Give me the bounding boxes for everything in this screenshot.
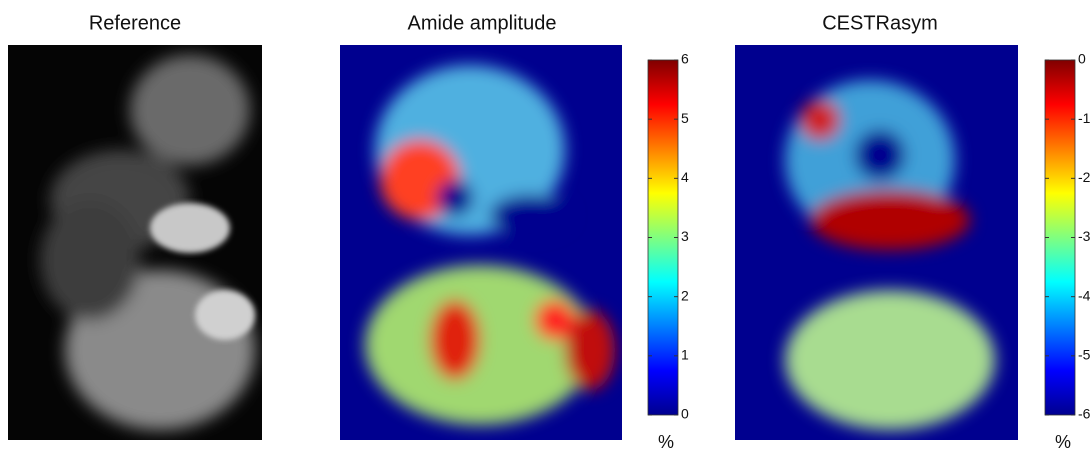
colorbar xyxy=(647,59,679,416)
colorbar-tick-label: -2 xyxy=(1078,169,1091,185)
colorbar-tick-label: 0 xyxy=(1078,51,1086,67)
panel-title: Amide amplitude xyxy=(408,12,557,34)
colorbars xyxy=(647,59,1076,416)
reference-image xyxy=(8,45,262,440)
colorbar-unit: % xyxy=(1055,432,1071,452)
amide-map xyxy=(340,45,622,440)
colorbar-tick-label: -6 xyxy=(1078,406,1091,422)
colorbar-tick-label: -4 xyxy=(1078,287,1091,303)
colorbar-tick-label: 4 xyxy=(681,169,689,185)
panel-title: CESTRasym xyxy=(822,12,938,34)
colorbar-unit: % xyxy=(658,432,674,452)
colorbar-tick-label: -5 xyxy=(1078,347,1091,363)
colorbar-tick-label: 5 xyxy=(681,110,689,126)
colorbar-tick-label: -1 xyxy=(1078,110,1091,126)
cest-map xyxy=(735,45,1018,440)
colorbar-tick-label: -3 xyxy=(1078,228,1091,244)
colorbar-tick-label: 6 xyxy=(681,51,689,67)
colorbar-tick-label: 3 xyxy=(681,228,689,244)
colorbar xyxy=(1044,59,1076,416)
colorbar-tick-label: 0 xyxy=(681,406,689,422)
panel-title: Reference xyxy=(89,12,181,34)
colorbar-tick-label: 1 xyxy=(681,347,689,363)
colorbar-tick-label: 2 xyxy=(681,287,689,303)
